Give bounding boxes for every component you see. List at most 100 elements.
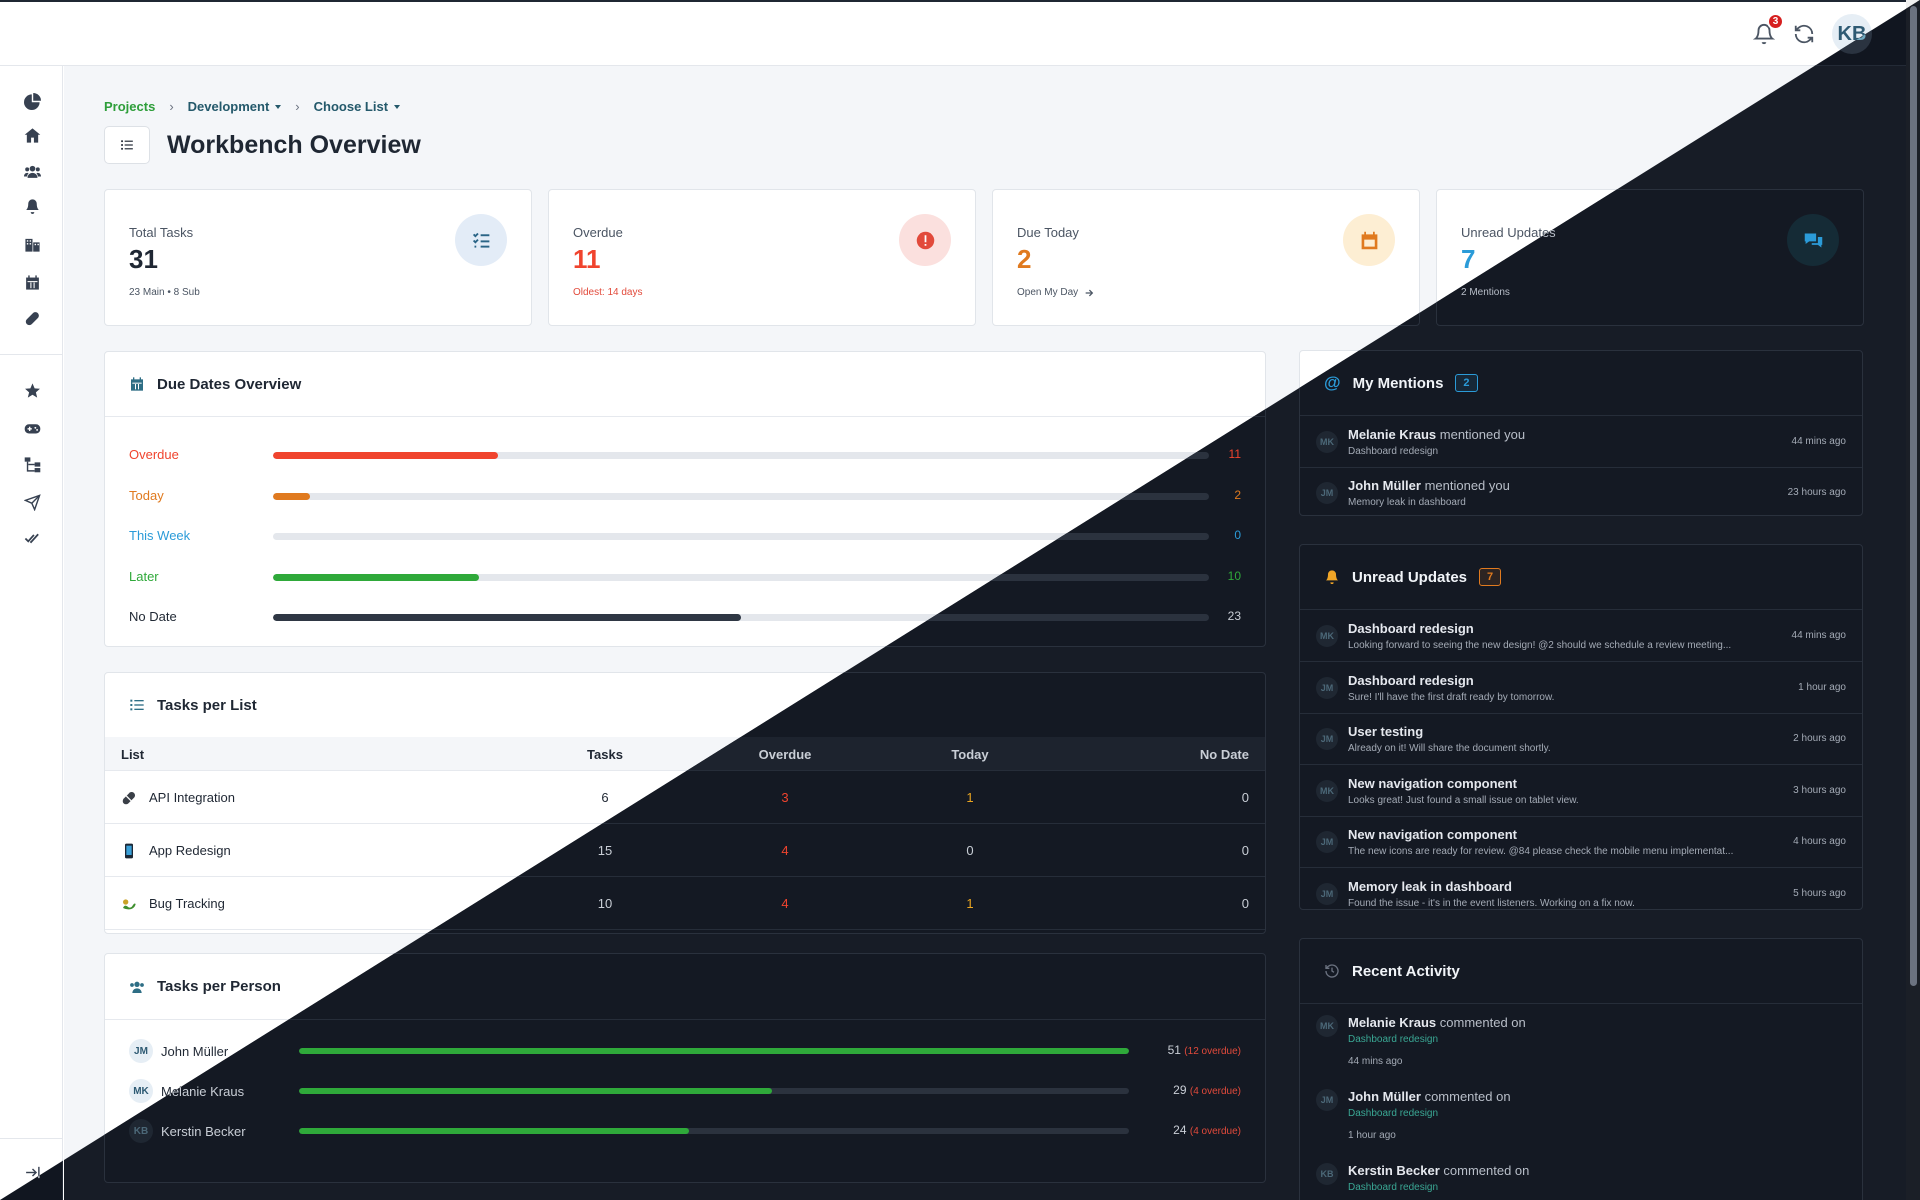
activity-task-link[interactable]: Dashboard redesign — [1348, 1182, 1439, 1193]
activity-item[interactable]: JM John Müller commented on Dashboard rede… — [1300, 1079, 1862, 1153]
gamepad-icon[interactable] — [20, 416, 44, 440]
pill-icon[interactable] — [20, 306, 44, 330]
mention-item[interactable]: MK Melanie Kraus mentioned you Dashboard r… — [1300, 417, 1862, 468]
due-date-progress-bar — [273, 492, 1209, 500]
activity-task-link[interactable]: Dashboard redesign — [1348, 1108, 1439, 1119]
timestamp: 3 hours ago — [1793, 784, 1846, 796]
open-my-day-link[interactable]: Open My Day — [1017, 287, 1094, 298]
avatar: MK — [1316, 779, 1338, 802]
activity-item[interactable]: MK Melanie Kraus commented on Dashboard re… — [1300, 1005, 1862, 1079]
avatar: JM — [129, 1039, 153, 1063]
due-date-progress-fill — [273, 492, 311, 500]
breadcrumb-development-dropdown[interactable]: Development — [188, 99, 282, 114]
update-item[interactable]: JM New navigation component The new icons … — [1300, 817, 1862, 868]
due-date-row[interactable]: Today 2 — [129, 486, 1241, 506]
update-preview: The new icons are ready for review. @84 … — [1348, 846, 1734, 857]
notifications-button[interactable]: 3 — [1752, 13, 1784, 46]
activity-action: commented on — [1436, 1015, 1526, 1030]
person-row[interactable]: JM John Müller 51 (12 overdue) — [129, 1039, 1241, 1063]
activity-author: Melanie Kraus — [1348, 1015, 1437, 1030]
mention-task: Memory leak in dashboard — [1348, 497, 1466, 508]
person-row[interactable]: MK Melanie Kraus 29 (4 overdue) — [129, 1079, 1241, 1103]
collapse-sidebar-icon[interactable] — [20, 1160, 44, 1184]
double-check-icon[interactable] — [20, 526, 44, 550]
avatar: MK — [129, 1079, 153, 1103]
timestamp: 44 mins ago — [1791, 630, 1846, 641]
sitemap-icon[interactable] — [20, 452, 44, 476]
list-icon — [130, 699, 144, 711]
avatar: JM — [1316, 882, 1338, 905]
home-icon[interactable] — [20, 123, 44, 147]
due-date-progress-fill — [273, 614, 741, 621]
users-icon[interactable] — [20, 159, 44, 183]
person-task-count: 29 (4 overdue) — [1173, 1083, 1241, 1097]
column-header-today[interactable]: Today — [951, 747, 989, 762]
today-count: 1 — [966, 896, 974, 911]
activity-action: commented on — [1439, 1163, 1530, 1178]
calendar-icon[interactable] — [20, 270, 44, 294]
activity-author: Kerstin Becker — [1348, 1163, 1440, 1178]
stat-card-due-today[interactable]: Due Today 2 Open My Day — [992, 189, 1420, 326]
stat-sub: 23 Main • 8 Sub — [129, 287, 200, 298]
column-header-tasks[interactable]: Tasks — [587, 747, 623, 762]
scrollbar-thumb[interactable] — [1910, 6, 1917, 986]
list-name[interactable]: App Redesign — [149, 843, 231, 858]
list-menu-button[interactable] — [104, 126, 150, 164]
update-task-name: Memory leak in dashboard — [1348, 878, 1512, 894]
avatar: JM — [1316, 831, 1338, 853]
task-count: 51 — [1167, 1043, 1181, 1057]
update-title: New navigation component — [1348, 776, 1517, 791]
person-progress-bar — [299, 1048, 1129, 1054]
mention-item[interactable]: JM John Müller mentioned you Memory leak i… — [1300, 468, 1862, 519]
person-progress-fill — [299, 1048, 1129, 1054]
due-date-count: 0 — [1234, 528, 1241, 542]
due-date-row[interactable]: Overdue 11 — [129, 445, 1241, 465]
update-item[interactable]: JM Dashboard redesign Sure! I'll have the … — [1300, 663, 1862, 714]
no-date-count: 0 — [1241, 843, 1249, 858]
person-row[interactable]: KB Kerstin Becker 24 (4 overdue) — [129, 1119, 1241, 1143]
stat-sub: Oldest: 14 days — [573, 287, 642, 298]
update-item[interactable]: JM Memory leak in dashboard Found the issu… — [1300, 869, 1862, 920]
list-name[interactable]: API Integration — [149, 790, 235, 805]
column-header-overdue[interactable]: Overdue — [758, 747, 812, 762]
column-header-list[interactable]: List — [121, 747, 145, 762]
breadcrumb-projects[interactable]: Projects — [104, 99, 156, 114]
stat-card-total-tasks[interactable]: Total Tasks 31 23 Main • 8 Sub — [104, 189, 532, 326]
activity-author: John Müller — [1348, 1089, 1421, 1104]
stat-label: Overdue — [573, 225, 623, 240]
due-date-count: 10 — [1227, 568, 1241, 583]
page-scrollbar[interactable] — [1906, 0, 1920, 1200]
update-item[interactable]: MK Dashboard redesign Looking forward to s… — [1300, 611, 1862, 662]
stat-card-overdue[interactable]: Overdue 11 Oldest: 14 days — [548, 189, 976, 326]
avatar: JM — [1316, 676, 1338, 699]
dashboard-pie-icon[interactable] — [20, 89, 44, 113]
avatar: MK — [1316, 431, 1338, 453]
refresh-button[interactable] — [1792, 22, 1816, 46]
breadcrumb-choose-list-dropdown[interactable]: Choose List — [314, 99, 401, 114]
column-header-no-date[interactable]: No Date — [1199, 747, 1249, 762]
timestamp: 4 hours ago — [1793, 836, 1846, 847]
task-count: 29 — [1173, 1083, 1187, 1097]
avatar: MK — [1316, 625, 1338, 647]
bell-icon[interactable] — [20, 194, 44, 218]
bell-icon — [1753, 24, 1775, 45]
update-task-name: Dashboard redesign — [1348, 672, 1474, 688]
due-date-progress-fill — [273, 452, 498, 459]
due-date-count: 2 — [1234, 487, 1241, 502]
update-item[interactable]: JM User testing Already on it! Will share … — [1300, 714, 1862, 765]
update-preview: Looks great! Just found a small issue on… — [1348, 794, 1579, 806]
paper-plane-icon[interactable] — [20, 490, 44, 514]
overdue-note: (4 overdue) — [1189, 1086, 1241, 1097]
buildings-icon[interactable] — [20, 232, 44, 256]
star-icon[interactable] — [20, 378, 44, 402]
due-dates-overview-card: Due Dates Overview Overdue 11 Today 2 This W… — [104, 351, 1266, 647]
list-name[interactable]: Bug Tracking — [149, 896, 225, 911]
update-task-name: New navigation component — [1348, 775, 1518, 791]
mention-title: Melanie Kraus mentioned you — [1348, 427, 1525, 442]
page-title: Workbench Overview — [167, 131, 421, 159]
breadcrumb-separator: › — [295, 99, 300, 114]
activity-task-link[interactable]: Dashboard redesign — [1348, 1034, 1439, 1045]
stat-sub-text: Oldest: 14 days — [573, 287, 643, 298]
update-item[interactable]: MK New navigation component Looks great! J… — [1300, 766, 1862, 817]
